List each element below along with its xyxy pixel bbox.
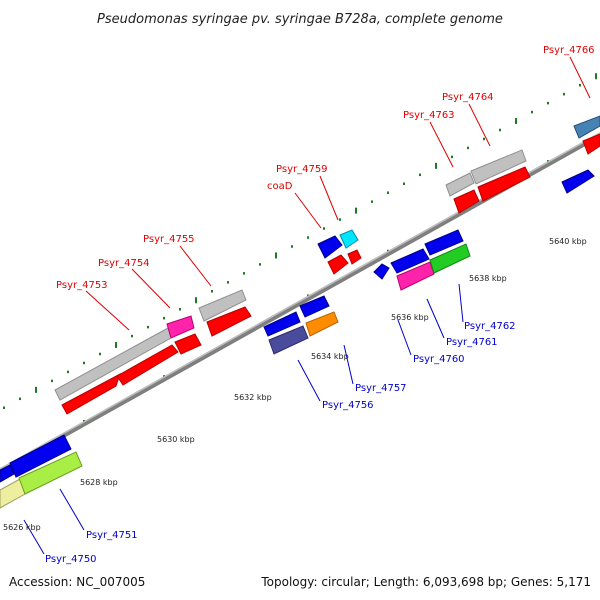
genome-summary-text: Topology: circular; Length: 6,093,698 bp… — [260, 575, 591, 589]
label-leader-lines — [23, 56, 591, 555]
gene-feature[interactable] — [573, 115, 600, 139]
gene-label-reverse[interactable]: Psyr_4762 — [464, 321, 516, 332]
gene-label-reverse[interactable]: Psyr_4757 — [355, 383, 407, 394]
scale-label: 5628 kbp — [80, 478, 118, 487]
scale-label: 5636 kbp — [391, 313, 429, 322]
leader-line — [59, 488, 85, 531]
scale-labels: 5626 kbp 5628 kbp 5630 kbp 5632 kbp 5634… — [3, 237, 587, 532]
gene-label-forward[interactable]: Psyr_4753 — [56, 280, 108, 291]
gene-feature[interactable] — [327, 254, 349, 275]
gene-label-reverse[interactable]: Psyr_4760 — [413, 354, 465, 365]
gene-feature[interactable] — [198, 289, 247, 322]
scale-label: 5634 kbp — [311, 352, 349, 361]
gene-feature[interactable] — [166, 315, 195, 339]
gene-feature[interactable] — [61, 372, 121, 415]
gene-feature[interactable] — [268, 325, 309, 355]
map-title: Pseudomonas syringae pv. syringae B728a,… — [97, 12, 503, 27]
gene-feature[interactable] — [470, 149, 527, 185]
leader-line — [397, 319, 412, 356]
gene-feature[interactable] — [317, 235, 343, 259]
reverse-gene-labels: Psyr_4750 Psyr_4751 Psyr_4756 Psyr_4757 … — [45, 321, 516, 565]
gene-feature[interactable] — [561, 169, 595, 194]
gene-feature[interactable] — [116, 344, 179, 386]
leader-line — [319, 175, 339, 221]
leader-line — [343, 344, 354, 385]
leader-line — [294, 192, 322, 229]
leader-line — [179, 245, 212, 287]
gene-feature[interactable] — [477, 166, 531, 202]
gene-feature[interactable] — [299, 295, 330, 318]
leader-line — [426, 298, 445, 339]
scale-label: 5626 kbp — [3, 523, 41, 532]
gene-feature[interactable] — [390, 248, 430, 274]
gene-feature[interactable] — [18, 451, 83, 495]
gene-feature[interactable] — [373, 263, 390, 280]
leader-line — [468, 103, 491, 147]
gene-feature[interactable] — [429, 243, 471, 274]
gene-feature[interactable] — [453, 189, 480, 214]
leader-line — [458, 283, 464, 323]
gene-feature[interactable] — [424, 229, 464, 256]
leader-line — [569, 56, 591, 99]
gene-label-forward[interactable]: Psyr_4759 — [276, 164, 328, 175]
gene-feature[interactable] — [445, 172, 475, 197]
gene-feature[interactable] — [206, 306, 252, 337]
leader-line — [429, 121, 454, 168]
gene-label-forward[interactable]: Psyr_4764 — [442, 92, 494, 103]
tick-marks — [3, 73, 597, 470]
gene-feature[interactable] — [339, 229, 359, 249]
gene-feature[interactable] — [305, 311, 339, 337]
gene-label-forward[interactable]: coaD — [267, 181, 293, 192]
scale-label: 5638 kbp — [469, 274, 507, 283]
gene-feature[interactable] — [347, 249, 362, 265]
scale-label: 5640 kbp — [549, 237, 587, 246]
scale-label: 5632 kbp — [234, 393, 272, 402]
gene-feature[interactable] — [174, 333, 202, 355]
gene-feature[interactable] — [263, 311, 301, 337]
scale-label: 5630 kbp — [157, 435, 195, 444]
accession-text: Accession: NC_007005 — [9, 575, 145, 589]
gene-label-reverse[interactable]: Psyr_4761 — [446, 337, 498, 348]
gene-features — [0, 115, 600, 509]
gene-label-reverse[interactable]: Psyr_4756 — [322, 400, 374, 411]
gene-label-forward[interactable]: Psyr_4763 — [403, 110, 455, 121]
gene-feature[interactable] — [582, 133, 600, 155]
leader-line — [131, 268, 171, 309]
leader-line — [297, 359, 321, 402]
gene-label-reverse[interactable]: Psyr_4751 — [86, 530, 138, 541]
forward-gene-labels: Psyr_4753 Psyr_4754 Psyr_4755 coaD Psyr_… — [56, 45, 595, 291]
gene-label-forward[interactable]: Psyr_4754 — [98, 258, 150, 269]
leader-line — [23, 519, 45, 555]
gene-label-forward[interactable]: Psyr_4755 — [143, 234, 195, 245]
gene-label-forward[interactable]: Psyr_4766 — [543, 45, 595, 56]
gene-feature[interactable] — [396, 261, 435, 291]
leader-line — [85, 290, 130, 331]
gene-label-reverse[interactable]: Psyr_4750 — [45, 554, 97, 565]
gene-feature[interactable] — [9, 434, 72, 478]
gene-feature[interactable] — [0, 464, 15, 483]
